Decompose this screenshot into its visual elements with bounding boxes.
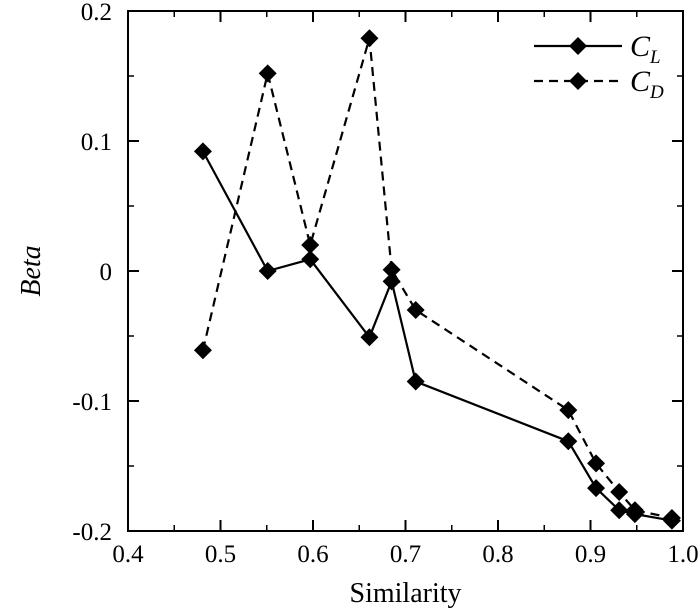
axis-ticks (127, 10, 684, 532)
x-tick-label: 0.5 (205, 541, 236, 568)
legend-item-C_D: CD (534, 65, 664, 103)
point-C_D (625, 501, 644, 520)
x-tick-label: 0.4 (112, 541, 144, 568)
y-tick-label: 0.1 (81, 129, 112, 156)
y-tick-label: 0 (100, 259, 113, 286)
legend-marker-C_L (569, 37, 587, 55)
series-C_D (193, 29, 681, 527)
point-C_D (258, 64, 277, 83)
point-C_L (406, 372, 425, 391)
plot-frame (127, 10, 684, 532)
point-C_D (382, 260, 401, 279)
y-tick-label: -0.2 (72, 519, 112, 546)
point-C_D (406, 301, 425, 319)
plot-border (127, 10, 684, 532)
series-C_L (193, 142, 681, 530)
point-C_L (610, 501, 629, 520)
x-tick-label: 0.9 (575, 541, 606, 568)
point-C_L (301, 250, 320, 269)
y-tick-label: 0.2 (81, 0, 112, 26)
x-axis-title: Similarity (350, 578, 462, 609)
point-C_L (587, 479, 606, 498)
point-C_L (559, 432, 578, 451)
point-C_D (559, 401, 578, 420)
point-C_D (301, 236, 320, 254)
legend-label-C_D: CD (630, 65, 664, 103)
point-C_L (193, 142, 212, 161)
legend-item-C_L: CL (534, 30, 661, 68)
legend-marker-C_D (569, 72, 587, 90)
point-C_D (360, 29, 379, 48)
x-tick-label: 0.6 (297, 541, 328, 568)
point-C_D (587, 454, 606, 473)
point-C_D (662, 509, 681, 527)
point-C_D (193, 341, 212, 360)
x-tick-label: 1.0 (667, 541, 698, 568)
series-layer (193, 29, 681, 530)
y-tick-label: -0.1 (72, 389, 112, 416)
x-tick-label: 0.7 (390, 541, 421, 568)
point-C_D (610, 483, 629, 501)
legend-label-C_L: CL (630, 30, 661, 68)
point-C_L (258, 262, 277, 280)
y-axis-title: Beta (16, 245, 47, 296)
x-tick-label: 0.8 (482, 541, 513, 568)
series-line-C_D (201, 37, 673, 520)
point-C_L (360, 328, 379, 347)
axis-tick-labels: 0.4 0.5 0.6 0.7 0.8 0.9 1.0 -0.2 -0.1 0 0.1 0.2 (72, 0, 698, 568)
